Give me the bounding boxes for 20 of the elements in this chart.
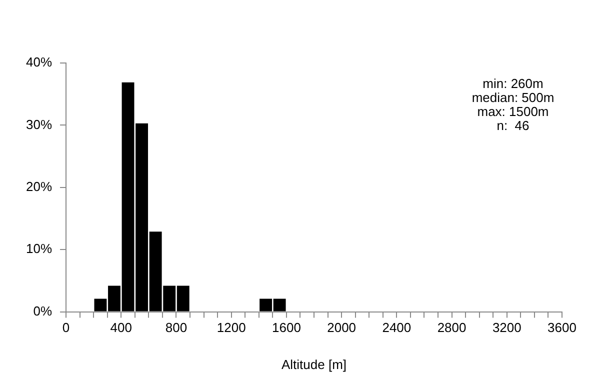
x-tick-label: 2000 <box>327 320 356 336</box>
annotation: min: 260m <box>482 76 544 92</box>
x-tick-label: 2400 <box>382 320 412 336</box>
x-tick-label: 3200 <box>492 320 522 336</box>
x-axis-title: Altitude [m] <box>281 356 347 372</box>
y-tick-label: 40% <box>26 54 52 70</box>
y-tick-label: 0% <box>33 303 52 318</box>
annotation: median: 500m <box>472 90 554 106</box>
x-tick-label: 0 <box>62 320 70 336</box>
y-tick-label: 30% <box>26 116 52 132</box>
annotation: max: 1500m <box>477 104 549 120</box>
x-tick-label: 1600 <box>272 320 301 336</box>
x-tick-label: 400 <box>110 320 132 336</box>
x-tick-label: 3600 <box>548 320 576 336</box>
y-tick-label: 10% <box>26 241 52 256</box>
x-tick-label: 800 <box>165 320 188 336</box>
x-tick-label: 2800 <box>437 320 466 336</box>
x-tick-label: 1200 <box>216 320 246 336</box>
annotation: n: 46 <box>496 118 530 134</box>
y-tick-label: 20% <box>26 178 52 194</box>
